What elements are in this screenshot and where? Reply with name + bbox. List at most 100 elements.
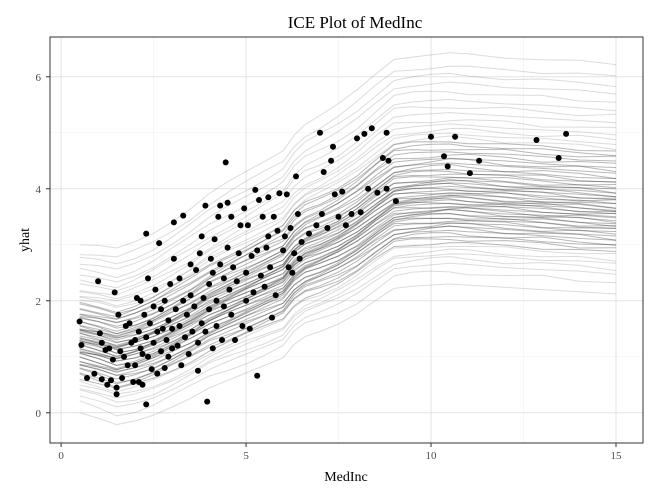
data-point bbox=[156, 240, 163, 247]
data-point bbox=[124, 362, 131, 369]
data-point bbox=[285, 264, 292, 271]
data-point bbox=[165, 317, 172, 324]
data-point bbox=[276, 190, 283, 197]
data-point bbox=[143, 230, 150, 237]
data-point bbox=[259, 213, 266, 220]
data-point bbox=[232, 337, 238, 343]
data-point bbox=[555, 155, 562, 161]
data-point bbox=[222, 159, 229, 166]
data-point bbox=[180, 212, 187, 219]
data-point bbox=[146, 320, 153, 327]
ice-line bbox=[79, 143, 617, 315]
data-point bbox=[108, 377, 114, 384]
data-point bbox=[78, 342, 85, 348]
data-point bbox=[139, 381, 146, 388]
data-point bbox=[220, 275, 227, 282]
data-point bbox=[191, 303, 198, 310]
ice-line bbox=[79, 232, 617, 384]
ice-line bbox=[79, 222, 617, 372]
data-point bbox=[91, 370, 98, 377]
data-point bbox=[265, 194, 272, 201]
data-point bbox=[76, 318, 83, 325]
x-tick-label: 15 bbox=[610, 450, 622, 462]
ice-line bbox=[79, 208, 617, 362]
data-point bbox=[219, 337, 225, 343]
ice-line bbox=[79, 194, 617, 350]
data-point bbox=[169, 345, 176, 352]
ice-line bbox=[79, 163, 617, 329]
ice-line bbox=[79, 127, 617, 302]
data-point bbox=[235, 250, 242, 257]
data-point bbox=[272, 292, 279, 299]
data-point bbox=[291, 250, 298, 257]
data-point bbox=[368, 125, 375, 132]
data-point bbox=[269, 314, 275, 321]
data-point bbox=[141, 311, 148, 318]
ice-line bbox=[79, 141, 617, 313]
data-point bbox=[163, 337, 170, 343]
ice-line bbox=[79, 170, 617, 335]
data-point bbox=[224, 244, 231, 251]
data-point bbox=[365, 185, 372, 192]
data-points bbox=[76, 125, 570, 408]
data-point bbox=[318, 211, 325, 217]
data-point bbox=[256, 197, 262, 203]
data-point bbox=[209, 269, 216, 276]
data-point bbox=[198, 320, 205, 327]
ice-line bbox=[79, 178, 617, 339]
ice-line bbox=[79, 173, 617, 335]
data-point bbox=[354, 135, 360, 142]
data-point bbox=[169, 325, 176, 332]
data-point bbox=[211, 236, 218, 243]
data-point bbox=[113, 384, 120, 391]
ice-line bbox=[79, 270, 617, 417]
ice-line bbox=[79, 185, 617, 344]
data-point bbox=[392, 198, 399, 205]
data-point bbox=[126, 320, 133, 327]
ice-line bbox=[79, 90, 617, 279]
data-point bbox=[217, 261, 224, 268]
data-point bbox=[244, 222, 251, 229]
data-point bbox=[533, 137, 540, 143]
data-point bbox=[121, 353, 127, 360]
data-point bbox=[254, 247, 261, 254]
ice-line bbox=[79, 176, 617, 338]
data-point bbox=[313, 222, 320, 229]
data-point bbox=[330, 143, 336, 150]
data-point bbox=[239, 323, 246, 329]
data-point bbox=[280, 247, 287, 254]
data-point bbox=[207, 255, 214, 262]
data-point bbox=[104, 381, 111, 388]
ice-line bbox=[79, 65, 617, 258]
ice-line bbox=[79, 151, 617, 320]
data-point bbox=[170, 255, 177, 262]
data-point bbox=[159, 325, 166, 332]
y-tick-label: 0 bbox=[36, 408, 42, 420]
data-point bbox=[383, 185, 390, 192]
ice-line bbox=[79, 98, 617, 283]
data-point bbox=[283, 191, 290, 198]
data-point bbox=[452, 133, 459, 140]
data-point bbox=[209, 345, 216, 352]
data-point bbox=[379, 155, 386, 161]
y-tick-label: 2 bbox=[36, 296, 42, 308]
ice-line bbox=[79, 198, 617, 354]
ice-line bbox=[79, 192, 617, 348]
ice-line bbox=[79, 196, 617, 351]
data-point bbox=[274, 227, 281, 234]
data-point bbox=[161, 365, 168, 371]
data-point bbox=[150, 339, 157, 346]
ice-line bbox=[79, 207, 617, 360]
data-point bbox=[98, 376, 105, 383]
ice-line bbox=[79, 255, 617, 403]
data-point bbox=[335, 213, 342, 220]
ice-line bbox=[79, 229, 617, 380]
data-point bbox=[167, 281, 174, 287]
ice-line bbox=[79, 187, 617, 347]
data-point bbox=[254, 372, 261, 379]
data-point bbox=[217, 202, 224, 209]
data-point bbox=[115, 311, 122, 318]
ice-line bbox=[79, 246, 617, 393]
ice-line bbox=[79, 206, 617, 359]
data-point bbox=[135, 328, 142, 335]
